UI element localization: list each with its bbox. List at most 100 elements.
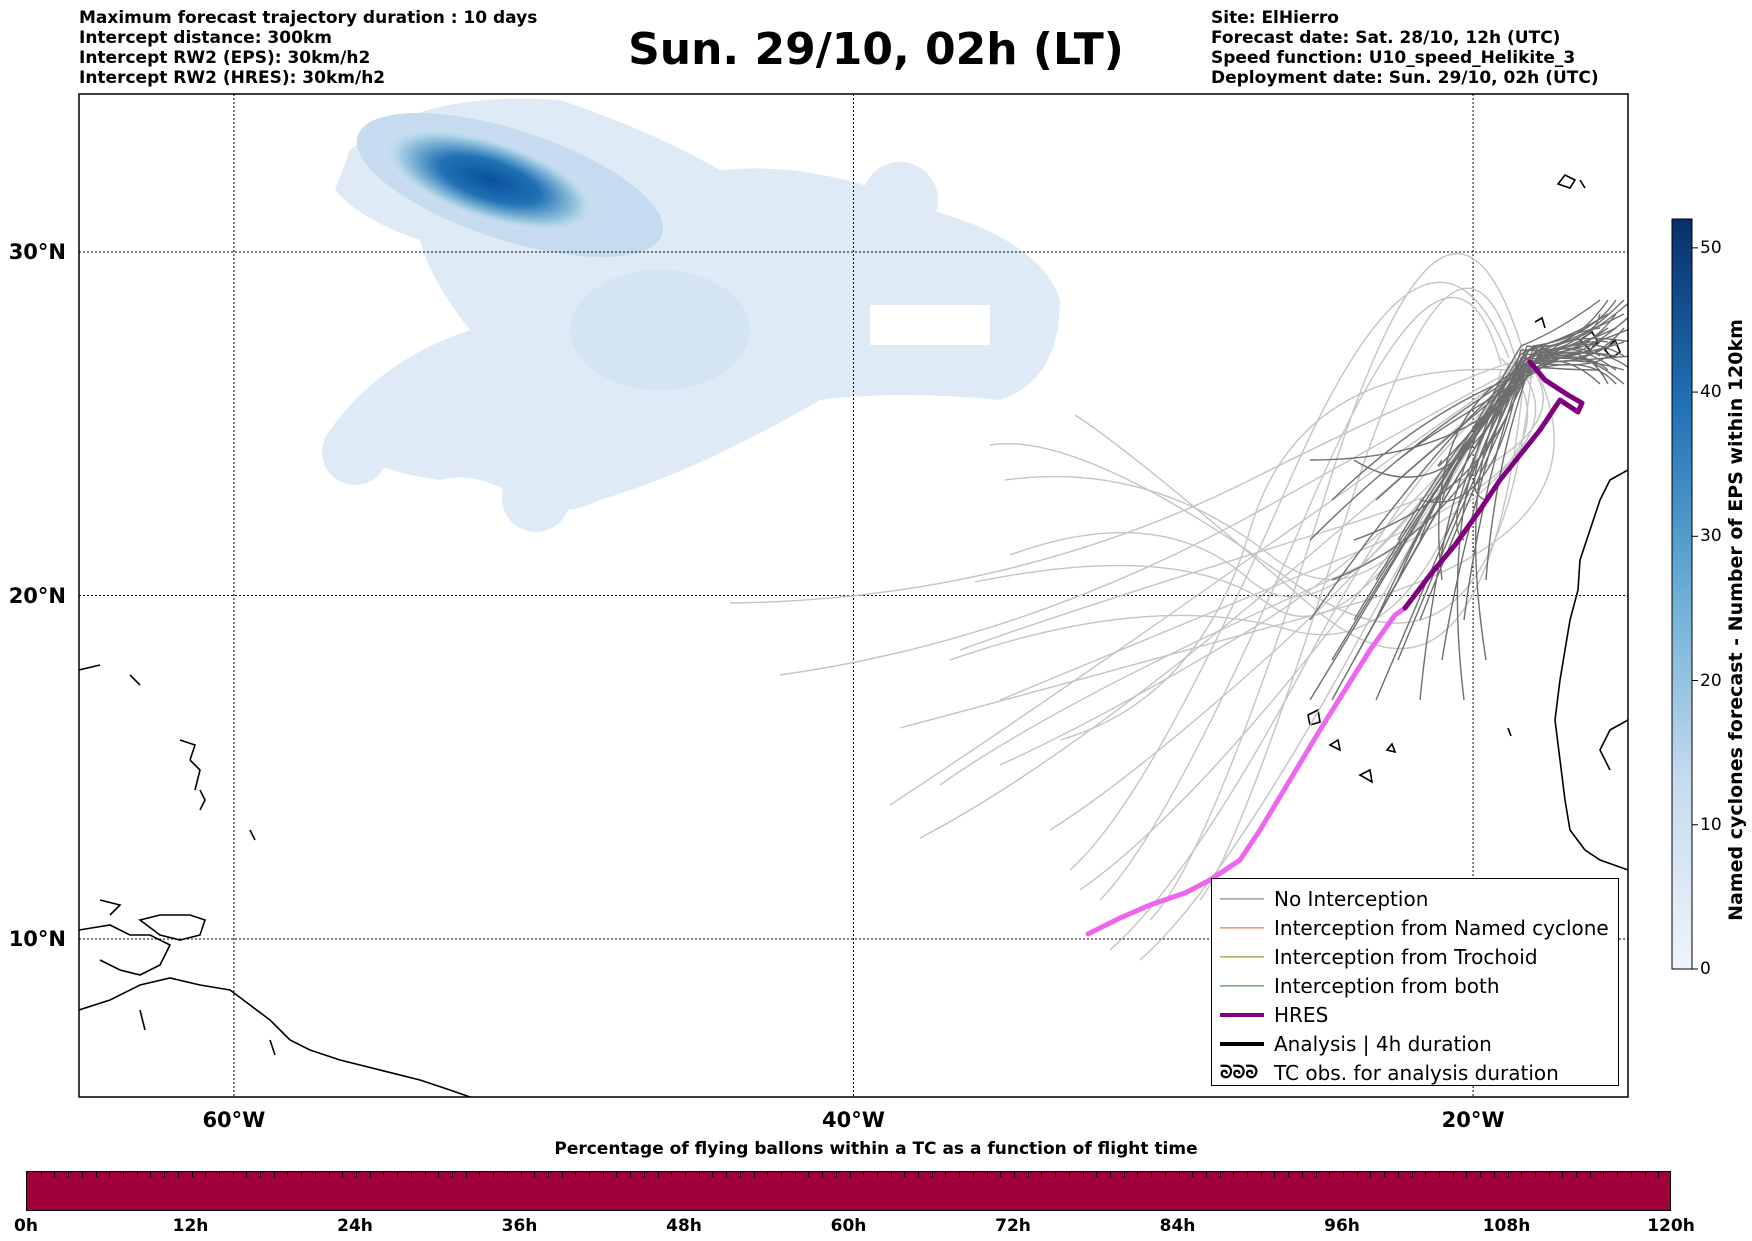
time-bar-tick-mark [1109, 1172, 1111, 1177]
time-bar-tick-mark [1178, 1172, 1180, 1177]
ensemble-trajectory [1309, 343, 1625, 541]
time-bar-tick-mark [410, 1172, 412, 1177]
time-bar-tick-mark [287, 1172, 289, 1177]
time-bar-tick-mark [95, 1172, 97, 1177]
time-bar-tick-mark [1534, 1172, 1536, 1177]
time-bar-tick-mark [972, 1172, 974, 1177]
time-bar-tick-mark [1603, 1172, 1605, 1177]
header-left-line: Intercept RW2 (EPS): 30km/h2 [79, 48, 371, 68]
lat-tick-label: 20°N [8, 583, 66, 608]
time-bar-tick-mark [369, 1172, 371, 1177]
legend-label: Analysis | 4h duration [1274, 1032, 1492, 1056]
time-bar-tick-mark [1260, 1172, 1262, 1177]
ensemble-trajectory [1441, 360, 1625, 501]
time-bar-tick-mark [726, 1172, 728, 1177]
time-bar-tick-mark [301, 1172, 303, 1177]
time-bar-tick-mark [863, 1172, 865, 1177]
time-bar-tick-mark [1480, 1172, 1482, 1177]
time-bar-tick-mark [945, 1172, 947, 1177]
time-tick-label: 48h [666, 1216, 702, 1236]
time-bar-tick-mark [1041, 1172, 1043, 1177]
legend-item-tc-obs: ᘐᘐᘐ TC obs. for analysis duration [1212, 1059, 1618, 1087]
time-bar-tick-mark [424, 1172, 426, 1177]
time-tick-label: 36h [501, 1216, 538, 1236]
legend-swatch [1220, 1013, 1264, 1017]
ensemble-trajectory-faded [999, 375, 1537, 701]
time-bar-tick-mark [547, 1172, 549, 1177]
legend-item-analysis: Analysis | 4h duration [1212, 1030, 1618, 1058]
time-bar-tick-mark [273, 1172, 275, 1177]
ensemble-trajectory-faded [1049, 375, 1518, 831]
time-bar-tick-mark [589, 1172, 591, 1177]
time-bar-tick-mark [1014, 1172, 1015, 1177]
time-bar-tick-mark [1000, 1172, 1002, 1177]
time-tick-label: 108h [1482, 1216, 1531, 1236]
ensemble-trajectory [1331, 341, 1601, 581]
ensemble-trajectory [1419, 351, 1617, 541]
time-bar-tick-mark [1397, 1172, 1399, 1177]
time-bar-tick-mark [835, 1172, 837, 1177]
time-bar-tick-mark [314, 1172, 316, 1177]
colorbar-tick-label: 30 [1700, 526, 1722, 547]
time-bar-tick-mark [739, 1172, 741, 1177]
ensemble-trajectory-faded [779, 363, 1526, 676]
time-bar-tick-mark [122, 1172, 124, 1177]
time-bar-tick-mark [780, 1172, 782, 1177]
time-bar-tick-mark [1507, 1172, 1509, 1177]
ensemble-trajectory-faded [1149, 253, 1526, 921]
ensemble-trajectory-faded [1099, 296, 1502, 901]
ensemble-trajectories [729, 253, 1628, 961]
time-bar-tick-mark [451, 1172, 453, 1177]
time-bar-title: Percentage of flying ballons within a TC… [554, 1139, 1198, 1159]
time-bar-tick-mark [465, 1172, 467, 1177]
ensemble-trajectory-faded [939, 357, 1529, 786]
time-bar-tick-mark [561, 1172, 563, 1177]
time-bar-tick-mark [685, 1172, 686, 1177]
time-bar-tick-mark [1192, 1172, 1194, 1177]
header-left: Maximum forecast trajectory duration : 1… [79, 8, 537, 88]
time-bar-tick-mark [643, 1172, 645, 1177]
time-bar-tick-mark [1589, 1172, 1591, 1177]
ensemble-trajectory-faded [949, 369, 1502, 661]
time-bar-tick-mark [68, 1172, 70, 1177]
legend-swatch [1220, 898, 1264, 900]
legend-item-no-interception: No Interception [1212, 885, 1618, 913]
header-right: Site: ElHierro Forecast date: Sat. 28/10… [1211, 8, 1599, 88]
time-bar-tick-mark [1274, 1172, 1276, 1177]
time-bar-tick-mark [1548, 1172, 1550, 1177]
time-tick-label: 72h [995, 1216, 1031, 1236]
time-tick-label: 120h [1647, 1216, 1695, 1236]
time-bar-tick-mark [986, 1172, 988, 1177]
time-bar-tick-mark [918, 1172, 920, 1177]
legend-label: HRES [1274, 1003, 1329, 1027]
legend-label: No Interception [1274, 887, 1429, 911]
legend-label: Interception from Named cyclone [1274, 916, 1609, 940]
time-bar-tick-mark [712, 1172, 714, 1177]
time-bar-tick-mark [1576, 1172, 1578, 1177]
time-bar-tick-mark [808, 1172, 810, 1177]
time-bar-tick-mark [1411, 1172, 1413, 1177]
time-bar-tick-mark [1027, 1172, 1029, 1177]
time-bar-tick-mark [1164, 1172, 1166, 1177]
time-bar-tick-mark [328, 1172, 330, 1177]
ensemble-trajectory-faded [729, 357, 1534, 604]
time-bar-tick-mark [534, 1172, 536, 1177]
lon-tick-label: 20°W [1441, 1108, 1505, 1132]
time-bar-tick-mark [1493, 1172, 1495, 1177]
time-bar-tick-mark [1617, 1172, 1619, 1177]
time-bar-tick-mark [931, 1172, 933, 1177]
ensemble-trajectory-faded [959, 369, 1544, 651]
cyclone-density-layer [322, 98, 1060, 532]
header-right-line: Site: ElHierro [1211, 8, 1339, 28]
colorbar-tick-label: 10 [1700, 814, 1722, 835]
ensemble-trajectory-faded [1069, 281, 1510, 871]
time-bar-tick-mark [54, 1172, 56, 1177]
time-bar-tick-mark [342, 1172, 344, 1177]
time-bar-tick-mark [150, 1172, 152, 1177]
page-title: Sun. 29/10, 02h (LT) [628, 24, 1124, 75]
time-bar-tick-mark [575, 1172, 577, 1177]
time-bar-tick-mark [876, 1172, 878, 1177]
time-bar-tick-mark [1096, 1172, 1098, 1177]
lat-tick-label: 30°N [8, 240, 66, 264]
